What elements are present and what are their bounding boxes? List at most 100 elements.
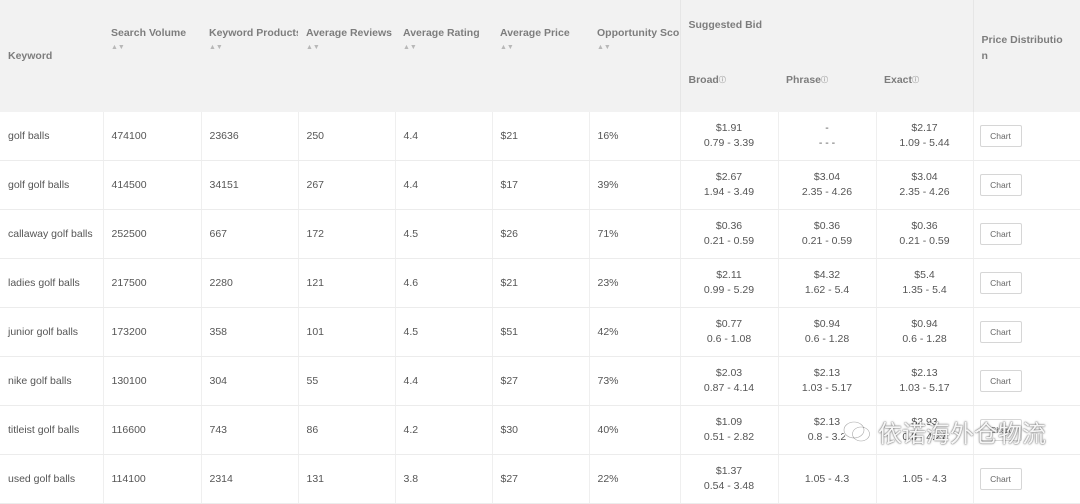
cell-keyword-products: 304 bbox=[200, 356, 298, 406]
bid-range: 0.6 - 1.28 bbox=[902, 333, 947, 345]
bid-value: $0.36 bbox=[715, 220, 743, 232]
cell-average-price: $17 bbox=[491, 160, 589, 210]
cell-average-reviews: 86 bbox=[297, 405, 395, 455]
watermark-text: 依诺海外仓物流 bbox=[878, 420, 1046, 448]
column-header-average-reviews[interactable]: Average Reviews ▲▼ bbox=[298, 0, 395, 112]
sort-icon[interactable]: ▲▼ bbox=[111, 44, 125, 51]
chart-button[interactable]: Chart bbox=[979, 419, 1022, 441]
cell-bid-phrase: - - - - bbox=[777, 112, 876, 161]
chart-button[interactable]: Chart bbox=[979, 321, 1022, 343]
sort-icon[interactable]: ▲▼ bbox=[209, 44, 223, 51]
info-icon[interactable]: ⓘ bbox=[718, 77, 726, 84]
chart-button[interactable]: Chart bbox=[979, 370, 1022, 392]
cell-bid-phrase: $3.04 2.35 - 4.26 bbox=[777, 160, 876, 210]
chart-button[interactable]: Chart bbox=[979, 174, 1022, 196]
cell-average-price: $27 bbox=[491, 356, 589, 406]
bid-value: $0.77 bbox=[715, 318, 743, 330]
cell-bid-phrase: $4.32 1.62 - 5.4 bbox=[777, 258, 876, 308]
column-header-average-rating[interactable]: Average Rating ▲▼ bbox=[395, 0, 492, 112]
sort-icon[interactable]: ▲▼ bbox=[597, 44, 611, 51]
chart-button[interactable]: Chart bbox=[979, 468, 1022, 490]
column-header-exact: Exactⓘ bbox=[876, 63, 974, 112]
sort-icon[interactable]: ▲▼ bbox=[306, 44, 320, 51]
cell-bid-exact: $2.93 0.8 - 4.27 bbox=[875, 405, 974, 455]
column-header-suggested-bid: Suggested Bid bbox=[679, 0, 974, 63]
cell-bid-phrase: $0.36 0.21 - 0.59 bbox=[777, 209, 876, 259]
info-icon[interactable]: ⓘ bbox=[912, 77, 920, 84]
cell-price-distribution: Chart bbox=[972, 209, 1080, 259]
bid-value: $3.04 bbox=[911, 171, 938, 183]
wechat-icon bbox=[842, 420, 871, 442]
chart-button[interactable]: Chart bbox=[979, 272, 1022, 294]
cell-average-reviews: 101 bbox=[297, 307, 395, 357]
cell-average-reviews: 131 bbox=[297, 454, 395, 504]
cell-bid-broad: $0.36 0.21 - 0.59 bbox=[679, 209, 778, 259]
bid-range: 1.03 - 5.17 bbox=[899, 382, 950, 394]
chart-button[interactable]: Chart bbox=[979, 223, 1022, 245]
table-row: golf golf balls 414500 34151 267 4.4 $17 39% $2… bbox=[0, 160, 1080, 210]
sort-icon[interactable]: ▲▼ bbox=[403, 44, 417, 51]
cell-average-rating: 4.5 bbox=[394, 209, 492, 259]
column-header-phrase: Phraseⓘ bbox=[778, 63, 876, 112]
cell-average-price: $26 bbox=[491, 209, 589, 259]
bid-range: 2.35 - 4.26 bbox=[801, 186, 853, 198]
table-row: titleist golf balls 116600 743 86 4.2 $30 40% $… bbox=[0, 405, 1080, 455]
cell-average-price: $30 bbox=[491, 405, 589, 455]
cell-average-price: $21 bbox=[491, 258, 589, 308]
bid-value: $2.93 bbox=[911, 416, 938, 428]
cell-average-reviews: 121 bbox=[297, 258, 395, 308]
cell-bid-broad: $2.11 0.99 - 5.29 bbox=[679, 258, 778, 308]
sort-icon[interactable]: ▲▼ bbox=[500, 44, 514, 51]
bid-range: 0.21 - 0.59 bbox=[899, 235, 950, 247]
cell-price-distribution: Chart bbox=[972, 405, 1080, 455]
bid-value: $2.17 bbox=[911, 122, 938, 134]
bid-value: $2.03 bbox=[715, 367, 743, 379]
column-header-opportunity-score[interactable]: Opportunity Score ▲▼ bbox=[589, 0, 680, 112]
cell-keyword: used golf balls bbox=[0, 454, 103, 504]
cell-bid-exact: $2.13 1.03 - 5.17 bbox=[875, 356, 974, 406]
bid-value: - bbox=[825, 122, 829, 134]
bid-value: $0.94 bbox=[813, 318, 841, 330]
cell-search-volume: 173200 bbox=[102, 307, 201, 357]
chart-button[interactable]: Chart bbox=[979, 125, 1022, 147]
bid-range: 0.6 - 1.08 bbox=[706, 333, 752, 345]
cell-average-price: $51 bbox=[491, 307, 589, 357]
bid-range: 1.05 - 4.3 bbox=[804, 472, 850, 485]
bid-value: $2.13 bbox=[911, 367, 938, 379]
column-header-search-volume[interactable]: Search Volume ▲▼ bbox=[103, 0, 201, 112]
cell-keyword: golf balls bbox=[0, 112, 103, 161]
cell-bid-broad: $2.03 0.87 - 4.14 bbox=[679, 356, 778, 406]
cell-bid-phrase: $2.13 0.8 - 3.2 bbox=[777, 405, 876, 455]
bid-range: 1.94 - 3.49 bbox=[703, 186, 755, 198]
table-row: used golf balls 114100 2314 131 3.8 $27 22% $1.… bbox=[0, 454, 1080, 504]
cell-keyword-products: 23636 bbox=[200, 112, 298, 161]
table-row: nike golf balls 130100 304 55 4.4 $27 73% $2.03… bbox=[0, 356, 1080, 406]
cell-bid-broad: $1.91 0.79 - 3.39 bbox=[679, 112, 778, 161]
cell-keyword: nike golf balls bbox=[0, 356, 103, 406]
cell-price-distribution: Chart bbox=[972, 258, 1080, 308]
cell-keyword: golf golf balls bbox=[0, 160, 103, 210]
bid-value: $3.04 bbox=[813, 171, 841, 183]
bid-range: 1.62 - 5.4 bbox=[804, 284, 850, 296]
bid-range: 0.8 - 4.27 bbox=[902, 431, 947, 443]
cell-bid-broad: $1.09 0.51 - 2.82 bbox=[679, 405, 778, 455]
cell-bid-phrase: $2.13 1.03 - 5.17 bbox=[777, 356, 876, 406]
cell-keyword: junior golf balls bbox=[0, 307, 103, 357]
cell-average-rating: 4.4 bbox=[394, 160, 492, 210]
column-header-keyword-products[interactable]: Keyword Products ▲▼ bbox=[201, 0, 298, 112]
cell-bid-broad: $2.67 1.94 - 3.49 bbox=[679, 160, 778, 210]
cell-keyword-products: 2280 bbox=[200, 258, 298, 308]
bid-range: 0.8 - 3.2 bbox=[807, 431, 847, 443]
cell-keyword-products: 34151 bbox=[200, 160, 298, 210]
cell-price-distribution: Chart bbox=[972, 307, 1080, 357]
cell-search-volume: 252500 bbox=[102, 209, 201, 259]
cell-bid-broad: $0.77 0.6 - 1.08 bbox=[679, 307, 778, 357]
cell-opportunity-score: 39% bbox=[588, 160, 680, 210]
bid-value: $0.36 bbox=[813, 220, 841, 232]
cell-keyword-products: 667 bbox=[200, 209, 298, 259]
column-header-keyword[interactable]: Keyword bbox=[0, 0, 103, 112]
bid-value: $0.94 bbox=[911, 318, 938, 330]
info-icon[interactable]: ⓘ bbox=[821, 77, 829, 84]
column-header-average-price[interactable]: Average Price ▲▼ bbox=[492, 0, 589, 112]
